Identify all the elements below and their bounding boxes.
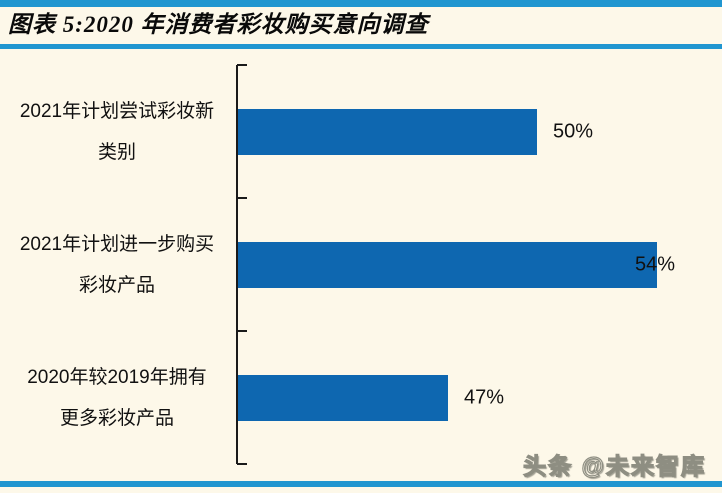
axis-tick [237, 330, 247, 332]
category-label: 2020年较2019年拥有 更多彩妆产品 [27, 367, 207, 429]
value-label: 47% [464, 386, 505, 409]
title-underline [0, 44, 722, 49]
bottom-border-line [0, 481, 722, 487]
category-label: 2021年计划尝试彩妆新 类别 [19, 101, 215, 163]
figure-title: 图表 5:2020 年消费者彩妆购买意向调查 [8, 12, 429, 37]
y-axis-line [236, 65, 238, 464]
axis-tick [237, 64, 247, 66]
axis-tick [237, 463, 247, 465]
axis-tick [237, 197, 247, 199]
value-label: 50% [553, 120, 594, 143]
value-label: 54% [635, 253, 676, 276]
watermark: 头条 @未来智库 [523, 452, 706, 479]
bar-chart: 2021年计划尝试彩妆新 类别 50% 2021年计划进一步购买 彩妆产品 54% 20… [0, 49, 722, 481]
bar [238, 109, 537, 155]
bar [238, 375, 448, 421]
category-label: 2021年计划进一步购买 彩妆产品 [19, 234, 215, 296]
bar [238, 242, 657, 288]
top-border-line [0, 0, 722, 7]
